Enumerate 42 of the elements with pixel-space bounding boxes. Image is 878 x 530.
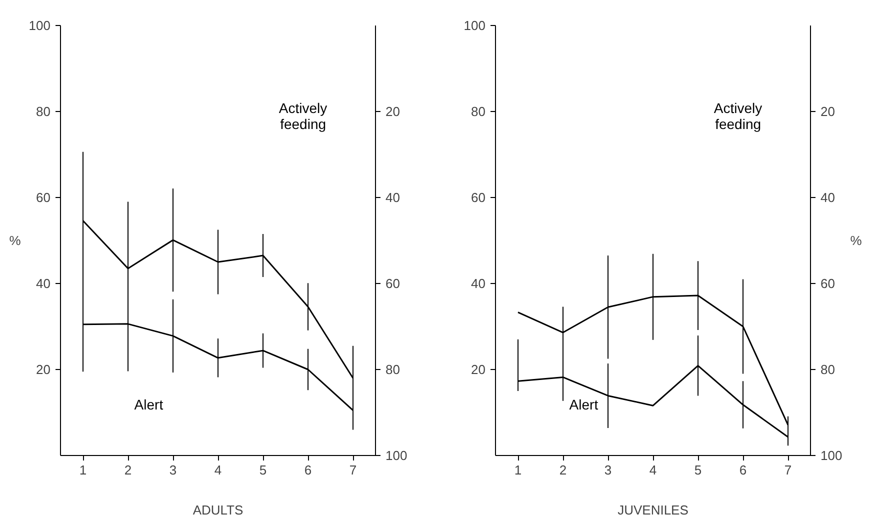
x-tick-label: 2 <box>124 462 132 478</box>
y-tick-label: 100 <box>464 18 486 33</box>
y-tick-label: 40 <box>471 276 486 291</box>
y2-tick-label: 40 <box>820 190 835 205</box>
annotation: Actively feeding <box>714 100 762 132</box>
x-tick-label: 1 <box>514 462 522 478</box>
x-tick-label: 7 <box>784 462 792 478</box>
x-axis-title: ADULTS <box>192 502 244 518</box>
y2-tick-label: 80 <box>820 362 835 377</box>
annotation: Actively feeding <box>278 100 328 132</box>
y2-tick-label: 40 <box>386 190 400 205</box>
x-tick-label: 3 <box>169 462 177 478</box>
x-tick-label: 1 <box>79 462 87 478</box>
x-tick-label: 4 <box>214 462 222 478</box>
y2-tick-label: 20 <box>386 104 400 119</box>
x-tick-label: 7 <box>349 462 357 478</box>
y-tick-label: 20 <box>471 362 486 377</box>
y-tick-label: 100 <box>28 18 51 33</box>
y-tick-label: 60 <box>471 190 486 205</box>
x-axis-title: JUVENILES <box>618 502 689 518</box>
y-tick-label: 80 <box>36 104 51 119</box>
x-tick-label: 3 <box>604 462 612 478</box>
y-tick-label: 60 <box>36 190 51 205</box>
x-tick-label: 5 <box>694 462 702 478</box>
x-tick-label: 6 <box>304 462 312 478</box>
annotation: Alert <box>569 396 598 412</box>
y2-tick-label: 100 <box>820 448 842 463</box>
x-tick-label: 2 <box>559 462 567 478</box>
annotation: Alert <box>134 396 164 412</box>
y2-axis-title: % <box>850 233 862 248</box>
y-tick-label: 20 <box>36 362 51 377</box>
y-tick-label: 40 <box>36 276 51 291</box>
y-tick-label: 80 <box>471 104 486 119</box>
y-axis-title: % <box>9 233 22 248</box>
x-tick-label: 5 <box>259 462 267 478</box>
y2-tick-label: 20 <box>820 104 835 119</box>
x-tick-label: 6 <box>739 462 747 478</box>
x-tick-label: 4 <box>649 462 657 478</box>
y2-tick-label: 100 <box>386 448 408 463</box>
y2-tick-label: 60 <box>820 276 835 291</box>
y2-tick-label: 80 <box>386 362 400 377</box>
y2-tick-label: 60 <box>386 276 400 291</box>
